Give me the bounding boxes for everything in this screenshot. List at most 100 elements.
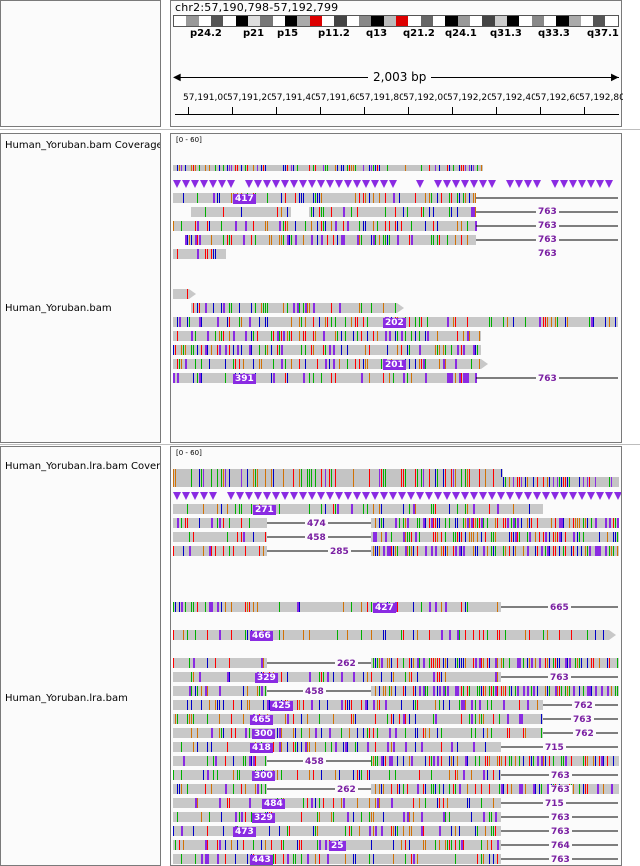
mismatch-mark	[553, 532, 554, 542]
bam-track-label[interactable]: Human_Yoruban.bam	[5, 303, 112, 314]
mismatch-mark	[359, 221, 360, 231]
mismatch-mark	[219, 798, 221, 808]
mismatch-mark	[231, 602, 232, 612]
mismatch-mark	[331, 221, 332, 231]
mismatch-mark	[503, 477, 504, 487]
mismatch-mark	[439, 826, 441, 836]
mismatch-mark	[373, 532, 375, 542]
bam-coverage-track-label[interactable]: Human_Yoruban.bam Coverage	[5, 140, 160, 151]
lra-alignments[interactable]	[171, 464, 621, 864]
mismatch-mark	[197, 686, 198, 696]
insertion-marker	[182, 180, 190, 188]
mismatch-mark	[455, 235, 456, 245]
mismatch-mark	[547, 546, 549, 556]
mismatch-mark	[199, 303, 200, 313]
mismatch-mark	[179, 602, 180, 612]
mismatch-mark	[565, 686, 566, 696]
mismatch-mark	[373, 221, 374, 231]
mismatch-mark	[279, 331, 280, 341]
lra-track-label[interactable]: Human_Yoruban.lra.bam	[5, 693, 128, 704]
mismatch-mark	[181, 359, 182, 369]
mismatch-mark	[291, 359, 292, 369]
mismatch-mark	[191, 331, 193, 341]
mismatch-mark	[447, 317, 449, 327]
mismatch-mark	[213, 756, 214, 766]
mismatch-mark	[377, 546, 378, 556]
insertion-marker	[209, 492, 217, 500]
mismatch-mark	[529, 658, 530, 668]
mismatch-mark	[307, 303, 308, 313]
mismatch-mark	[245, 546, 246, 556]
mismatch-mark	[389, 235, 390, 245]
mismatch-mark	[181, 854, 182, 864]
mismatch-mark	[609, 518, 611, 528]
mismatch-mark	[467, 373, 469, 383]
insertion-marker	[200, 492, 208, 500]
mismatch-mark	[243, 235, 245, 245]
mismatch-mark	[491, 840, 492, 850]
mismatch-mark	[407, 812, 409, 822]
mismatch-mark	[205, 345, 207, 355]
mismatch-mark	[475, 546, 476, 556]
mismatch-mark	[245, 784, 246, 794]
mismatch-mark	[461, 700, 463, 710]
read-length-label: 484	[262, 799, 285, 809]
mismatch-mark	[563, 477, 564, 487]
mismatch-mark	[507, 518, 509, 528]
mismatch-mark	[363, 221, 364, 231]
mismatch-mark	[177, 331, 178, 341]
mismatch-mark	[229, 658, 230, 668]
mismatch-mark	[321, 207, 322, 217]
mismatch-mark	[281, 742, 282, 752]
mismatch-mark	[191, 602, 192, 612]
ideogram-band	[334, 16, 347, 26]
mismatch-mark	[197, 303, 198, 313]
mismatch-mark	[201, 317, 202, 327]
ruler-tick-label: 57,192,200 bp	[447, 93, 491, 103]
chromosome-ideogram[interactable]	[173, 15, 619, 27]
mismatch-mark	[441, 546, 442, 556]
mismatch-mark	[331, 812, 332, 822]
mismatch-mark	[365, 359, 366, 369]
mismatch-mark	[337, 165, 338, 171]
mismatch-mark	[369, 826, 371, 836]
mismatch-mark	[383, 235, 384, 245]
mismatch-mark	[343, 207, 345, 217]
mismatch-mark	[435, 504, 436, 514]
mismatch-mark	[405, 518, 406, 528]
mismatch-mark	[453, 756, 454, 766]
ruler-tick	[320, 107, 321, 114]
mismatch-mark	[319, 193, 320, 203]
mismatch-mark	[201, 469, 202, 487]
mismatch-mark	[449, 756, 450, 766]
mismatch-mark	[465, 756, 467, 766]
read-length-label: 458	[305, 533, 328, 543]
mismatch-mark	[309, 469, 310, 487]
aligned-read	[173, 756, 267, 766]
locus-text[interactable]: chr2:57,190,798-57,192,799	[175, 1, 339, 14]
mismatch-mark	[519, 658, 521, 668]
mismatch-mark	[283, 165, 284, 171]
mismatch-mark	[413, 812, 414, 822]
mismatch-mark	[231, 235, 232, 245]
aligned-read	[185, 235, 476, 245]
mismatch-mark	[457, 193, 458, 203]
mismatch-mark	[569, 477, 570, 487]
mismatch-mark	[437, 331, 438, 341]
aligned-read	[173, 798, 501, 808]
mismatch-mark	[353, 672, 355, 682]
mismatch-mark	[275, 854, 276, 864]
mismatch-mark	[367, 504, 368, 514]
mismatch-mark	[591, 317, 593, 327]
lra-coverage-track-label[interactable]: Human_Yoruban.lra.bam Coverage	[5, 461, 160, 472]
mismatch-mark	[497, 854, 498, 864]
mismatch-mark	[191, 235, 192, 245]
mismatch-mark	[405, 331, 406, 341]
mismatch-mark	[551, 317, 552, 327]
insertion-marker	[308, 492, 316, 500]
mismatch-mark	[509, 546, 510, 556]
mismatch-mark	[219, 630, 221, 640]
mismatch-mark	[413, 854, 415, 864]
mismatch-mark	[445, 840, 446, 850]
ruler-tick	[232, 107, 233, 114]
